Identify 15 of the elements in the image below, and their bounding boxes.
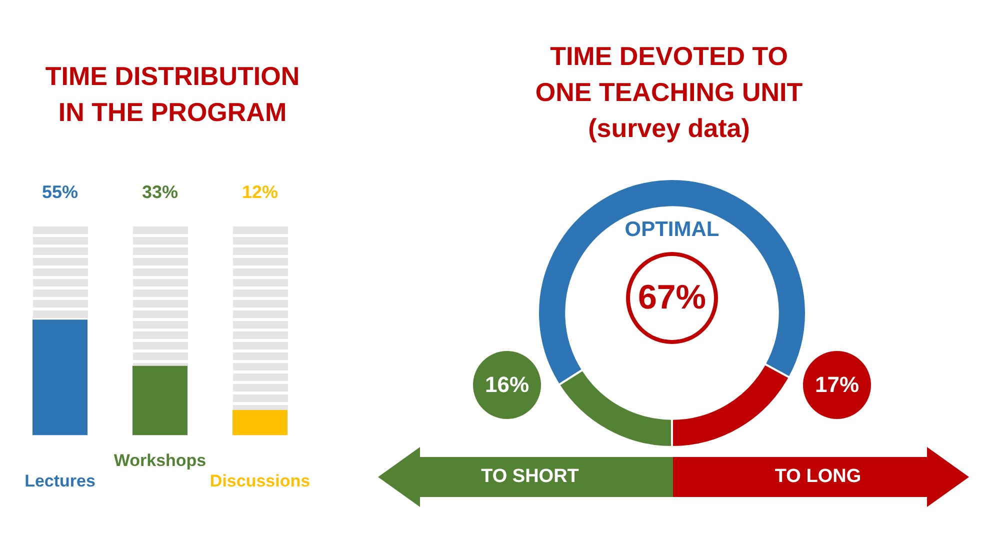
slice-label: OPTIMAL: [624, 218, 720, 241]
x-tick-label: Discussions: [210, 471, 310, 490]
slice-label: TO LONG: [774, 465, 862, 489]
data-label: 17%: [814, 372, 860, 398]
data-label: 67%: [638, 278, 706, 316]
chart-title: TIME DISTRIBUTION IN THE PROGRAM: [44, 60, 301, 129]
data-label: 33%: [142, 182, 178, 202]
x-tick-label: Workshops: [114, 451, 206, 470]
data-label: 55%: [42, 182, 78, 202]
chart-subtitle: (survey data): [587, 112, 751, 145]
data-label: 16%: [484, 372, 530, 398]
x-tick-label: Lectures: [24, 471, 96, 490]
slice-label: TO SHORT: [480, 465, 580, 489]
chart-title: TIME DEVOTED TO ONE TEACHING UNIT: [534, 40, 804, 109]
data-label: 12%: [242, 182, 278, 202]
